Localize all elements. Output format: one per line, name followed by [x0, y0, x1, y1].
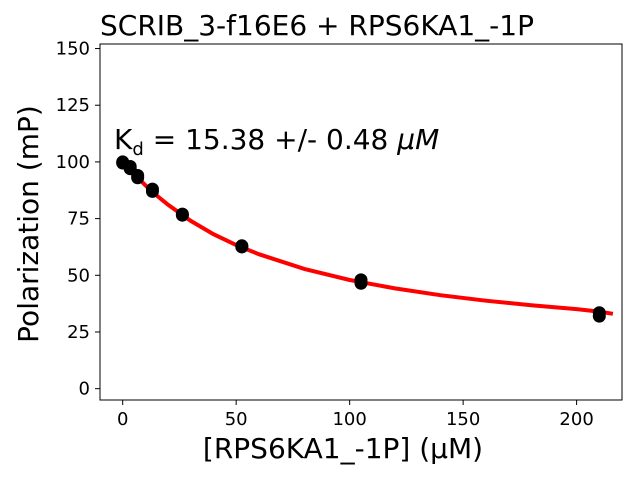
x-axis-ticks: 0 50 100 150 200 [117, 400, 594, 430]
data-point [145, 184, 159, 198]
y-tick-label: 75 [67, 209, 90, 230]
y-axis-label: Polarization (mP) [12, 105, 45, 343]
x-axis-label: [RPS6KA1_-1P] (μM) [203, 432, 483, 465]
data-point [354, 276, 368, 290]
plot-area [99, 43, 623, 401]
fit-curve [121, 160, 614, 316]
x-tick-label: 100 [332, 409, 366, 430]
x-tick-label: 50 [225, 409, 248, 430]
kd-text: = 15.38 +/- 0.48 [144, 123, 397, 156]
kd-unit: μM [396, 123, 439, 156]
kd-prefix: K [114, 123, 133, 156]
data-point [175, 208, 189, 222]
x-tick-label: 200 [559, 409, 593, 430]
kd-annotation: Kd = 15.38 +/- 0.48 μM [114, 123, 439, 160]
y-axis-ticks: 0 25 50 75 100 125 150 [56, 39, 100, 400]
y-tick-label: 0 [79, 379, 90, 400]
x-tick-label: 0 [117, 409, 128, 430]
x-tick-label: 150 [446, 409, 480, 430]
y-tick-label: 100 [56, 152, 90, 173]
y-tick-label: 125 [56, 95, 90, 116]
chart-title: SCRIB_3-f16E6 + RPS6KA1_-1P [100, 9, 534, 42]
plot-frame [99, 43, 623, 401]
data-point [131, 171, 145, 185]
data-point [235, 240, 249, 254]
data-points [116, 155, 606, 323]
y-tick-label: 25 [67, 322, 90, 343]
y-tick-label: 150 [56, 39, 90, 60]
data-point [592, 309, 606, 323]
y-tick-label: 50 [67, 265, 90, 286]
kd-subscript: d [132, 139, 143, 160]
